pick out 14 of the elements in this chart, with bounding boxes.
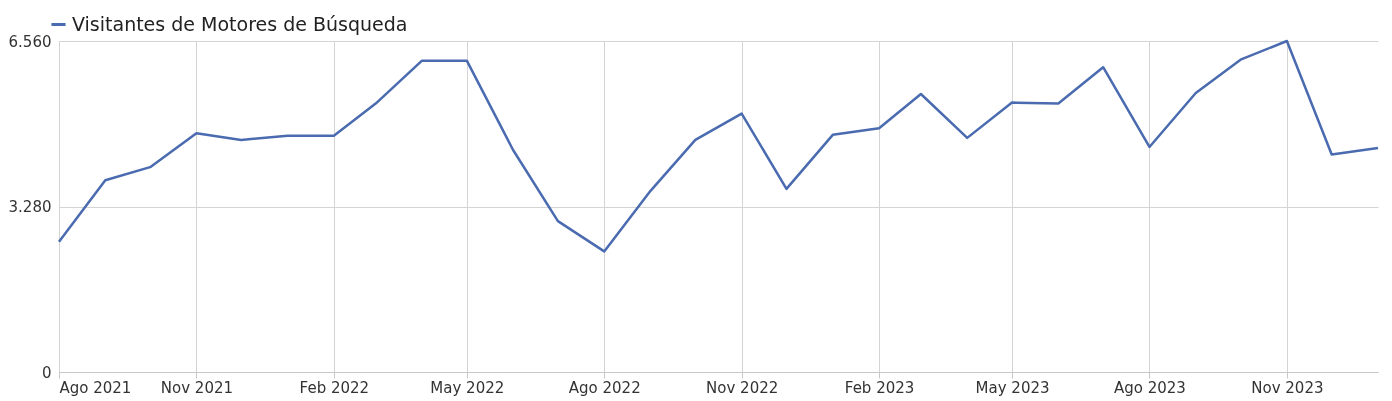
y-tick-label: 0 (41, 363, 52, 382)
x-tick-label: Nov 2022 (706, 378, 779, 397)
x-tick-label: Feb 2022 (299, 378, 370, 397)
y-tick-label: 6.560 (8, 32, 52, 51)
x-tick-label: Feb 2023 (844, 378, 915, 397)
y-tick-label: 3.280 (8, 198, 52, 216)
x-tick-label: May 2023 (975, 378, 1050, 397)
x-tick-label: Nov 2021 (160, 378, 234, 397)
x-tick-label: May 2022 (430, 378, 505, 397)
x-tick-label: Ago 2021 (59, 378, 132, 397)
legend-label: Visitantes de Motores de Búsqueda (72, 12, 408, 35)
x-tick-label: Ago 2023 (1114, 378, 1186, 397)
x-tick-label: Nov 2023 (1251, 378, 1324, 397)
x-tick-label: Ago 2022 (568, 378, 641, 397)
